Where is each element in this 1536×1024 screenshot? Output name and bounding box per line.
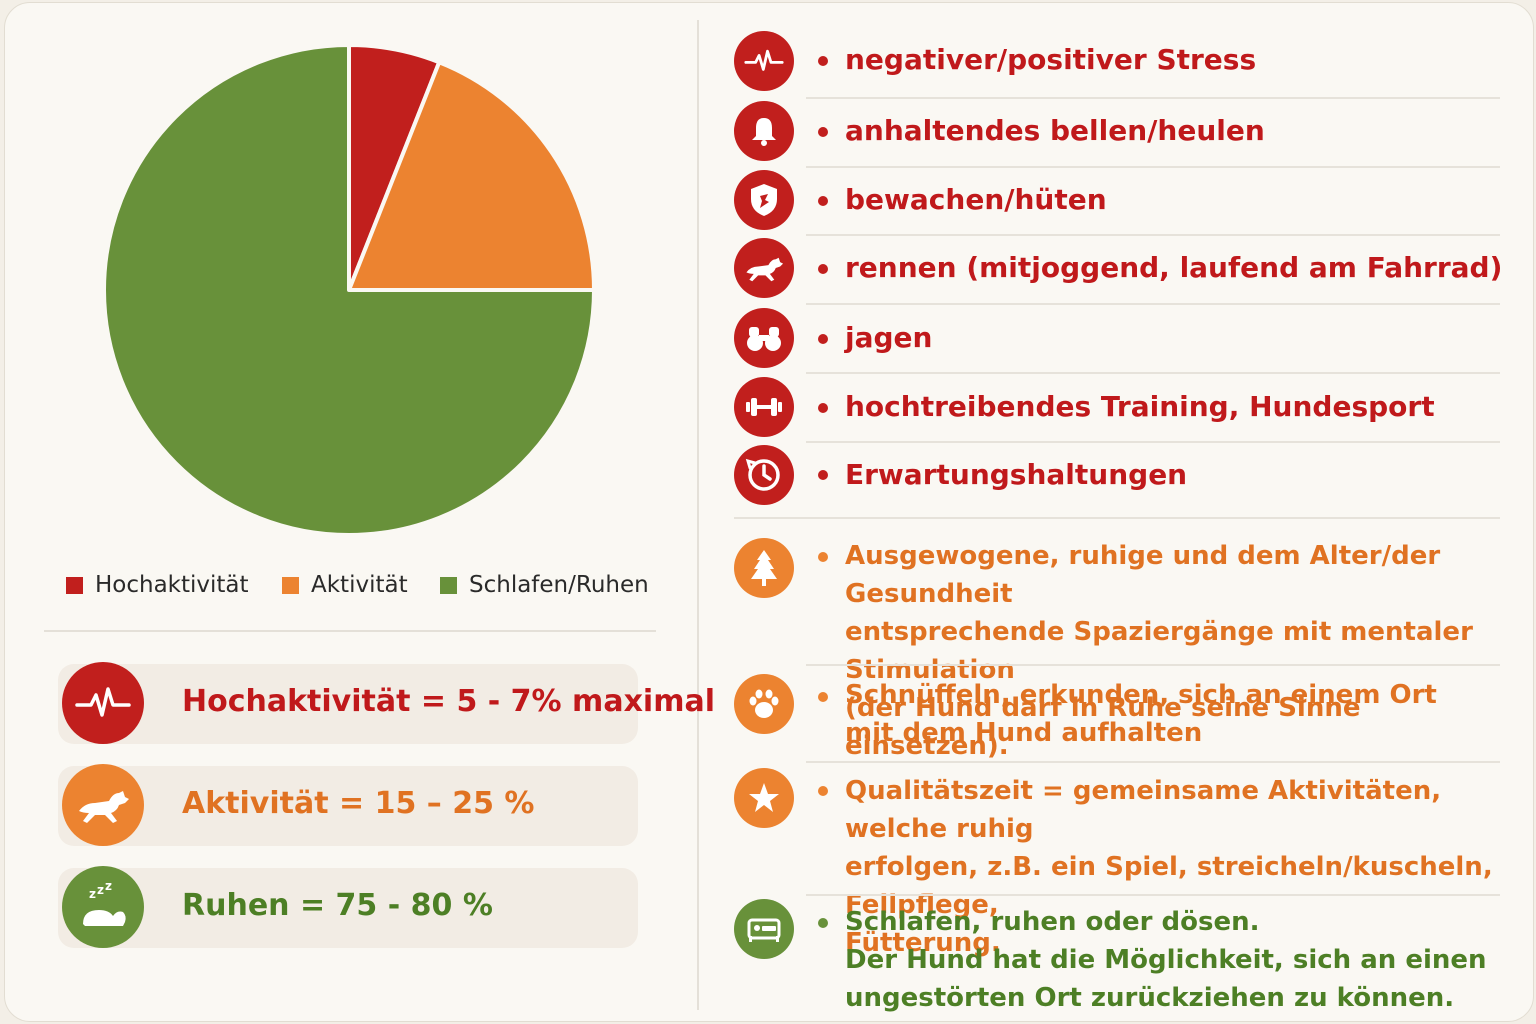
section-separator <box>734 517 1500 519</box>
legend-swatch-green <box>440 576 457 594</box>
paw-icon <box>734 674 794 734</box>
legend-swatch-orange <box>282 576 299 594</box>
legend-label: Aktivität <box>311 572 408 598</box>
item-text: hochtreibendes Training, Hundesport <box>845 390 1435 423</box>
item-line: Fütterung. <box>845 928 1001 958</box>
row-separator <box>806 441 1500 443</box>
svg-text:z: z <box>89 887 96 901</box>
pie-slice-2 <box>102 43 596 537</box>
chart-legend: Hochaktivität Aktivität Schlafen/Ruhen <box>66 566 666 602</box>
item-text: Ausgewogene, ruhige und dem Alter/der Ge… <box>845 537 1505 765</box>
bullet <box>818 786 828 796</box>
row-separator <box>806 234 1500 236</box>
bullet <box>818 403 828 413</box>
list-item-jagen: jagen <box>734 308 1500 377</box>
bullet <box>818 264 828 274</box>
bell-icon <box>734 101 794 161</box>
row-separator <box>806 303 1500 305</box>
item-line: ungestörten Ort zurückziehen zu können. <box>845 983 1455 1013</box>
clock-icon <box>734 445 794 505</box>
heartbeat-icon <box>62 662 144 744</box>
bullet <box>818 470 828 480</box>
list-item-stress: negativer/positiver Stress <box>734 31 1500 100</box>
binoculars-icon <box>734 308 794 368</box>
item-text: jagen <box>845 321 933 354</box>
legend-label: Schlafen/Ruhen <box>469 572 649 598</box>
dumbbell-icon <box>734 377 794 437</box>
tree-icon <box>734 538 794 598</box>
list-item-erwartung: Erwartungshaltungen <box>734 445 1500 514</box>
item-text: bewachen/hüten <box>845 183 1107 216</box>
row-separator <box>806 166 1500 168</box>
row-separator <box>806 664 1500 666</box>
legend-swatch-red <box>66 576 83 594</box>
item-line: Schlafen, ruhen oder dösen. <box>845 907 1260 937</box>
item-line: Schnüffeln, erkunden, sich an einem Ort <box>845 680 1437 710</box>
item-line: Qualitätszeit = gemeinsame Aktivitäten, … <box>845 776 1442 844</box>
bullet <box>818 56 828 66</box>
bullet <box>818 918 828 928</box>
activity-pie-chart <box>102 43 596 537</box>
star-icon <box>734 768 794 828</box>
stat-row-hochaktivitaet: Hochaktivität = 5 - 7% maximal <box>58 662 715 744</box>
list-item-spaziergaenge: Ausgewogene, ruhige und dem Alter/der Ge… <box>734 537 1500 761</box>
row-separator <box>806 97 1500 99</box>
pie-slice-1 <box>347 60 596 292</box>
legend-item-schlafen-ruhen: Schlafen/Ruhen <box>440 572 649 598</box>
running-dog-icon <box>62 764 144 846</box>
list-item-schlafen: Schlafen, ruhen oder dösen. Der Hund hat… <box>734 899 1500 1017</box>
bullet <box>818 334 828 344</box>
bed-icon <box>734 899 794 959</box>
list-item-schnueffeln: Schnüffeln, erkunden, sich an einem Ort … <box>734 674 1500 766</box>
stat-row-aktivitaet: Aktivität = 15 – 25 % <box>58 764 638 846</box>
item-line: (der Hund darf in Ruhe seine Sinne einse… <box>845 693 1361 761</box>
row-separator <box>806 761 1500 763</box>
item-line: mit dem Hund aufhalten <box>845 718 1203 748</box>
list-item-training: hochtreibendes Training, Hundesport <box>734 377 1500 446</box>
row-separator <box>806 894 1500 896</box>
svg-text:z: z <box>97 883 104 897</box>
bullet <box>818 127 828 137</box>
shield-icon <box>734 170 794 230</box>
item-text: Schlafen, ruhen oder dösen. Der Hund hat… <box>845 903 1505 1017</box>
running-dog-icon <box>734 238 794 298</box>
stat-text: Aktivität = 15 – 25 % <box>182 786 535 821</box>
legend-item-aktivitaet: Aktivität <box>282 572 408 598</box>
bullet <box>818 692 828 702</box>
legend-item-hochaktivitaet: Hochaktivität <box>66 572 249 598</box>
bullet <box>818 552 828 562</box>
list-item-rennen: rennen (mitjoggend, laufend am Fahrrad) <box>734 238 1503 307</box>
heartbeat-icon <box>734 31 794 91</box>
section-divider <box>44 630 656 632</box>
svg-text:z: z <box>105 882 112 893</box>
item-line: Der Hund hat die Möglichkeit, sich an ei… <box>845 945 1487 975</box>
item-text: rennen (mitjoggend, laufend am Fahrrad) <box>845 251 1503 284</box>
item-line: Ausgewogene, ruhige und dem Alter/der Ge… <box>845 541 1441 609</box>
item-text: Erwartungshaltungen <box>845 458 1188 491</box>
list-item-bellen: anhaltendes bellen/heulen <box>734 101 1500 170</box>
item-line: entsprechende Spaziergänge mit mentaler … <box>845 617 1473 685</box>
list-item-qualitaetszeit: Qualitätszeit = gemeinsame Aktivitäten, … <box>734 768 1500 958</box>
legend-label: Hochaktivität <box>95 572 249 598</box>
stat-text: Ruhen = 75 - 80 % <box>182 888 493 923</box>
list-item-bewachen: bewachen/hüten <box>734 170 1500 239</box>
item-text: Schnüffeln, erkunden, sich an einem Ort … <box>845 676 1505 752</box>
item-text: anhaltendes bellen/heulen <box>845 114 1265 147</box>
column-divider <box>697 20 699 1010</box>
row-separator <box>806 372 1500 374</box>
bullet <box>818 196 828 206</box>
item-text: negativer/positiver Stress <box>845 43 1257 76</box>
stat-text: Hochaktivität = 5 - 7% maximal <box>182 684 715 719</box>
